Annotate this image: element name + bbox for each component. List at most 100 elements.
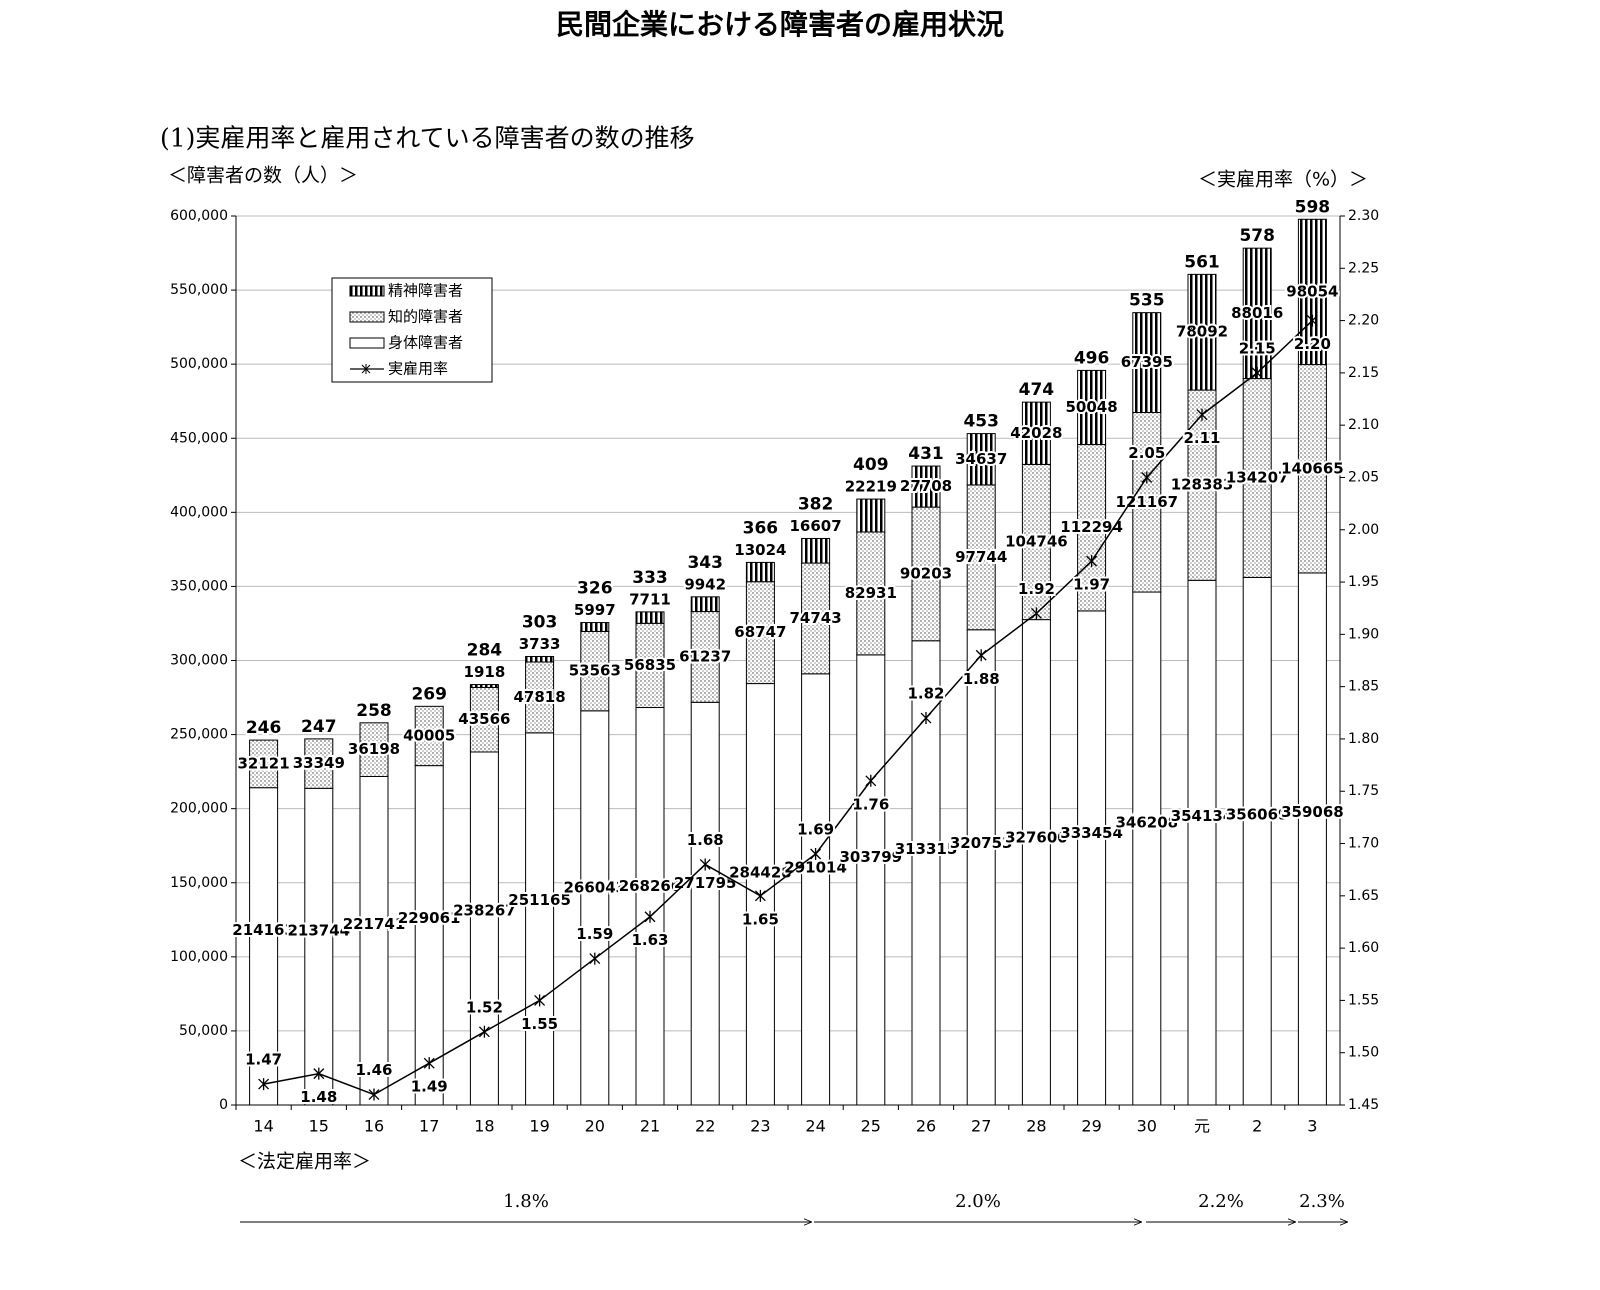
bar-segment <box>745 561 775 583</box>
bar-segment <box>525 661 555 734</box>
y2-axis-label: ＜実雇用率（%）＞ <box>1198 169 1368 191</box>
legend-swatch <box>349 285 385 297</box>
data-label: 121167 <box>1115 493 1178 511</box>
rate-marker <box>423 1057 435 1070</box>
y-tick-label: 400,000 <box>170 504 228 520</box>
data-label: 50048 <box>1066 398 1118 416</box>
chart-subtitle: (1)実雇用率と雇用されている障害者の数の推移 <box>160 124 695 153</box>
rate-label: 1.55 <box>521 1015 558 1033</box>
bar-segment <box>1132 591 1162 1106</box>
bar-segment <box>801 537 831 564</box>
total-label: 474 <box>1019 380 1055 400</box>
y2-tick-label: 2.30 <box>1348 208 1379 224</box>
data-label: 268266 <box>619 877 682 895</box>
rate-marker <box>1306 314 1318 327</box>
bar-segment <box>304 787 334 1106</box>
rate-marker <box>975 649 987 662</box>
data-label: 229061 <box>398 909 461 927</box>
y2-tick-label: 1.45 <box>1348 1097 1379 1113</box>
x-tick-label: 20 <box>585 1117 605 1136</box>
data-label: 36198 <box>348 740 400 758</box>
bar-segment <box>801 673 831 1106</box>
y-tick-label: 450,000 <box>170 430 228 446</box>
x-tick-label: 元 <box>1194 1117 1210 1136</box>
rate-marker <box>368 1088 380 1101</box>
data-label: 88016 <box>1231 304 1283 322</box>
y-tick-label: 100,000 <box>170 949 228 965</box>
statutory-rate: 2.3% <box>1299 1191 1345 1212</box>
data-label: 61237 <box>679 647 731 665</box>
total-label: 284 <box>467 641 503 661</box>
y2-tick-label: 1.55 <box>1348 992 1379 1008</box>
data-label: 43566 <box>458 710 510 728</box>
legend-label: 知的障害者 <box>388 308 463 326</box>
x-tick-label: 16 <box>364 1117 384 1136</box>
bar-segment <box>1187 389 1217 581</box>
y-tick-label: 350,000 <box>170 578 228 594</box>
bar-segment <box>359 722 389 777</box>
bar-segment <box>1187 273 1217 391</box>
rate-label: 1.68 <box>687 831 724 849</box>
bar-segment <box>856 531 886 656</box>
bar-segment <box>525 655 555 663</box>
bar-segment <box>414 765 444 1106</box>
total-label: 366 <box>743 518 779 538</box>
bar-segment <box>304 738 334 789</box>
bar-segment <box>1132 312 1162 414</box>
rate-marker <box>699 858 711 871</box>
bar-segment <box>1077 369 1107 446</box>
x-tick-label: 29 <box>1081 1117 1101 1136</box>
data-label: 97744 <box>955 548 1007 566</box>
total-label: 409 <box>853 455 889 475</box>
y2-tick-label: 2.10 <box>1348 417 1379 433</box>
total-label: 431 <box>908 444 944 464</box>
total-label: 496 <box>1074 348 1110 368</box>
data-label: 90203 <box>900 564 952 582</box>
total-label: 246 <box>246 718 282 738</box>
chart-title: 民間企業における障害者の雇用状況 <box>556 8 1004 41</box>
bar-segment <box>966 433 996 486</box>
total-label: 258 <box>356 701 392 721</box>
bar-segment <box>1021 619 1051 1106</box>
data-label: 1918 <box>464 663 506 681</box>
rate-marker <box>1251 366 1263 379</box>
bar-segment <box>1297 572 1327 1106</box>
data-label: 140665 <box>1281 459 1344 477</box>
bar-segment <box>801 562 831 675</box>
rate-marker <box>1086 555 1098 568</box>
data-label: 221741 <box>343 915 406 933</box>
data-label: 7711 <box>629 590 671 608</box>
legend-swatch <box>349 311 385 323</box>
rate-marker <box>589 952 601 965</box>
data-label: 78092 <box>1176 323 1228 341</box>
bar-segment <box>1021 401 1051 465</box>
data-label: 13024 <box>734 541 786 559</box>
x-tick-label: 25 <box>861 1117 881 1136</box>
y2-tick-label: 1.65 <box>1348 888 1379 904</box>
rate-label: 1.59 <box>576 925 613 943</box>
rate-label: 1.49 <box>411 1078 448 1096</box>
bar-segment <box>359 775 389 1106</box>
y2-tick-label: 1.85 <box>1348 679 1379 695</box>
bar-segment <box>580 622 610 632</box>
total-label: 247 <box>301 717 337 737</box>
bar-segment <box>580 710 610 1106</box>
bar-segment <box>690 701 720 1106</box>
x-tick-label: 21 <box>640 1117 660 1136</box>
bar-segment <box>911 640 941 1106</box>
data-label: 82931 <box>845 584 897 602</box>
data-label: 112294 <box>1060 518 1123 536</box>
data-label: 3733 <box>519 635 561 653</box>
rate-label: 1.47 <box>245 1051 282 1069</box>
x-tick-label: 30 <box>1137 1117 1157 1136</box>
data-label: 34637 <box>955 450 1007 468</box>
total-label: 333 <box>632 568 668 588</box>
x-tick-label: 2 <box>1252 1117 1262 1136</box>
x-tick-label: 22 <box>695 1117 715 1136</box>
y2-tick-label: 2.00 <box>1348 522 1379 538</box>
bar-segment <box>469 751 499 1106</box>
data-label: 27708 <box>900 477 952 495</box>
data-label: 271795 <box>674 874 737 892</box>
rate-marker <box>1141 471 1153 484</box>
legend-marker <box>361 364 371 374</box>
